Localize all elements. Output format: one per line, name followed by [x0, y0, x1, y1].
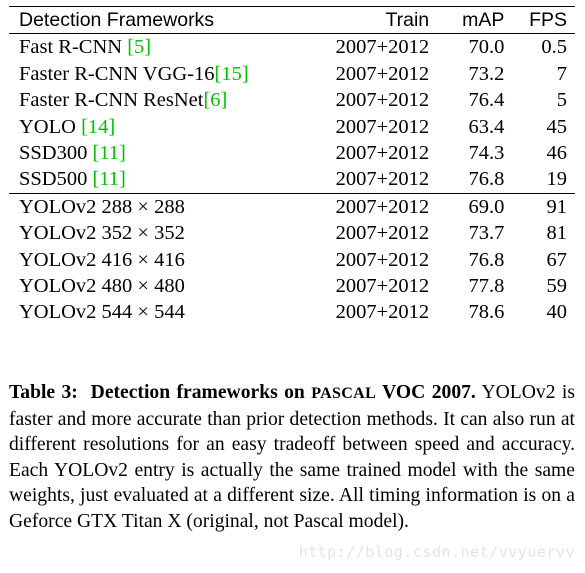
- cell-fps: 67: [546, 248, 568, 271]
- caption-title-smallcaps: Pascal: [311, 385, 376, 402]
- caption-title-sc: Pascal: [311, 385, 377, 402]
- caption-label: Table 3:: [9, 382, 78, 403]
- header-fps: FPS: [504, 5, 575, 34]
- cell-fps: 46: [546, 142, 568, 165]
- framework-name: YOLOv2 544 × 544: [19, 301, 185, 324]
- table-header-row: Detection Frameworks Train mAP FPS: [9, 5, 575, 34]
- cell-fps: 81: [546, 222, 568, 245]
- table-caption: Table 3: Detection frameworks on Pascal …: [9, 380, 575, 535]
- framework-name: YOLOv2 416 × 416: [19, 248, 185, 271]
- cell-framework: YOLO [14]: [9, 114, 292, 140]
- citation-link[interactable]: [6]: [203, 89, 228, 112]
- table-row: YOLOv2 544 × 544 2007+2012 78.6 40: [9, 299, 575, 325]
- cell-map: 63.4: [468, 115, 505, 138]
- framework-name: Faster R-CNN ResNet: [19, 89, 204, 112]
- cell-map: 69.0: [429, 192, 505, 221]
- cell-train: 2007+2012: [335, 89, 430, 112]
- framework-name: SSD300: [19, 142, 93, 165]
- cell-train: 2007+2012: [335, 222, 430, 245]
- header-map: mAP: [429, 5, 505, 34]
- framework-name: YOLOv2 352 × 352: [19, 222, 185, 245]
- table-row: YOLOv2 352 × 352 2007+2012 73.7 81: [9, 220, 575, 246]
- table-row: YOLOv2 288 × 288 2007+2012 69.0 91: [9, 192, 575, 221]
- cell-framework: Faster R-CNN ResNet[6]: [9, 87, 292, 113]
- cell-map: 77.8: [468, 275, 505, 298]
- citation-link[interactable]: [15]: [214, 62, 249, 85]
- table-row: YOLO [14] 2007+2012 63.4 45: [9, 114, 575, 140]
- framework-name: YOLO: [19, 115, 82, 138]
- cell-fps: 7: [556, 62, 567, 85]
- table-row: YOLOv2 480 × 480 2007+2012 77.8 59: [9, 273, 575, 299]
- cell-fps: 91: [504, 192, 575, 221]
- table-row: YOLOv2 416 × 416 2007+2012 76.8 67: [9, 247, 575, 273]
- header-detection-frameworks: Detection Frameworks: [9, 5, 292, 34]
- cell-map: 76.4: [468, 89, 505, 112]
- caption-title-pre: Detection frameworks on: [90, 382, 312, 403]
- cell-train: 2007+2012: [335, 275, 430, 298]
- cell-train: 2007+2012: [291, 192, 430, 221]
- framework-name: SSD500: [19, 168, 93, 191]
- cell-framework: SSD300 [11]: [9, 140, 292, 166]
- cell-map: 70.0: [429, 33, 505, 61]
- cell-framework: YOLOv2 352 × 352: [9, 220, 292, 246]
- cell-map: 78.6: [468, 301, 505, 324]
- cell-fps: 59: [546, 275, 568, 298]
- cell-fps: 40: [546, 301, 568, 324]
- table-row: SSD500 [11] 2007+2012 76.8 19: [9, 166, 575, 193]
- citation-link[interactable]: [5]: [127, 36, 152, 59]
- cell-fps: 5: [556, 89, 567, 112]
- cell-train: 2007+2012: [335, 248, 430, 271]
- watermark: http://blog.csdn.net/vvyuervv: [298, 543, 575, 561]
- cell-map: 73.7: [468, 222, 505, 245]
- cell-map: 73.2: [468, 62, 505, 85]
- citation-link[interactable]: [11]: [92, 168, 126, 191]
- cell-framework: YOLOv2 480 × 480: [9, 273, 292, 299]
- table-row: SSD300 [11] 2007+2012 74.3 46: [9, 140, 575, 166]
- cell-framework: YOLOv2 544 × 544: [9, 299, 292, 325]
- cell-framework: YOLOv2 288 × 288: [9, 192, 292, 221]
- framework-name: YOLOv2 480 × 480: [19, 275, 185, 298]
- cell-framework: YOLOv2 416 × 416: [9, 247, 292, 273]
- framework-name: Fast R-CNN: [19, 36, 128, 59]
- cell-fps: 45: [546, 115, 568, 138]
- caption-body: YOLOv2 is faster and more accurate than …: [9, 382, 575, 532]
- cell-train: 2007+2012: [335, 301, 430, 324]
- header-train: Train: [291, 5, 430, 34]
- caption-heading: Table 3: Detection frameworks on Pascal …: [9, 382, 476, 403]
- cell-framework: Fast R-CNN [5]: [9, 33, 292, 61]
- cell-train: 2007+2012: [335, 168, 430, 191]
- framework-name: Faster R-CNN VGG-16: [19, 62, 215, 85]
- caption-title-post: VOC 2007.: [376, 382, 476, 403]
- cell-fps: 19: [546, 168, 568, 191]
- cell-map: 76.8: [468, 248, 505, 271]
- citation-link[interactable]: [14]: [81, 115, 116, 138]
- cell-map: 76.8: [468, 168, 505, 191]
- table-row: Fast R-CNN [5] 2007+2012 70.0 0.5: [9, 33, 575, 61]
- cell-map: 74.3: [468, 142, 505, 165]
- cell-train: 2007+2012: [291, 33, 430, 61]
- cell-train: 2007+2012: [335, 142, 430, 165]
- citation-link[interactable]: [11]: [92, 142, 126, 165]
- table-row: Faster R-CNN ResNet[6] 2007+2012 76.4 5: [9, 87, 575, 113]
- cell-framework: SSD500 [11]: [9, 166, 292, 193]
- cell-train: 2007+2012: [335, 115, 430, 138]
- cell-framework: Faster R-CNN VGG-16[15]: [9, 61, 292, 87]
- cell-fps: 0.5: [504, 33, 575, 61]
- table-row: Faster R-CNN VGG-16[15] 2007+2012 73.2 7: [9, 61, 575, 87]
- results-table: Detection Frameworks Train mAP FPS Fast …: [9, 5, 575, 326]
- framework-name: YOLOv2 288 × 288: [19, 195, 185, 218]
- cell-train: 2007+2012: [335, 62, 430, 85]
